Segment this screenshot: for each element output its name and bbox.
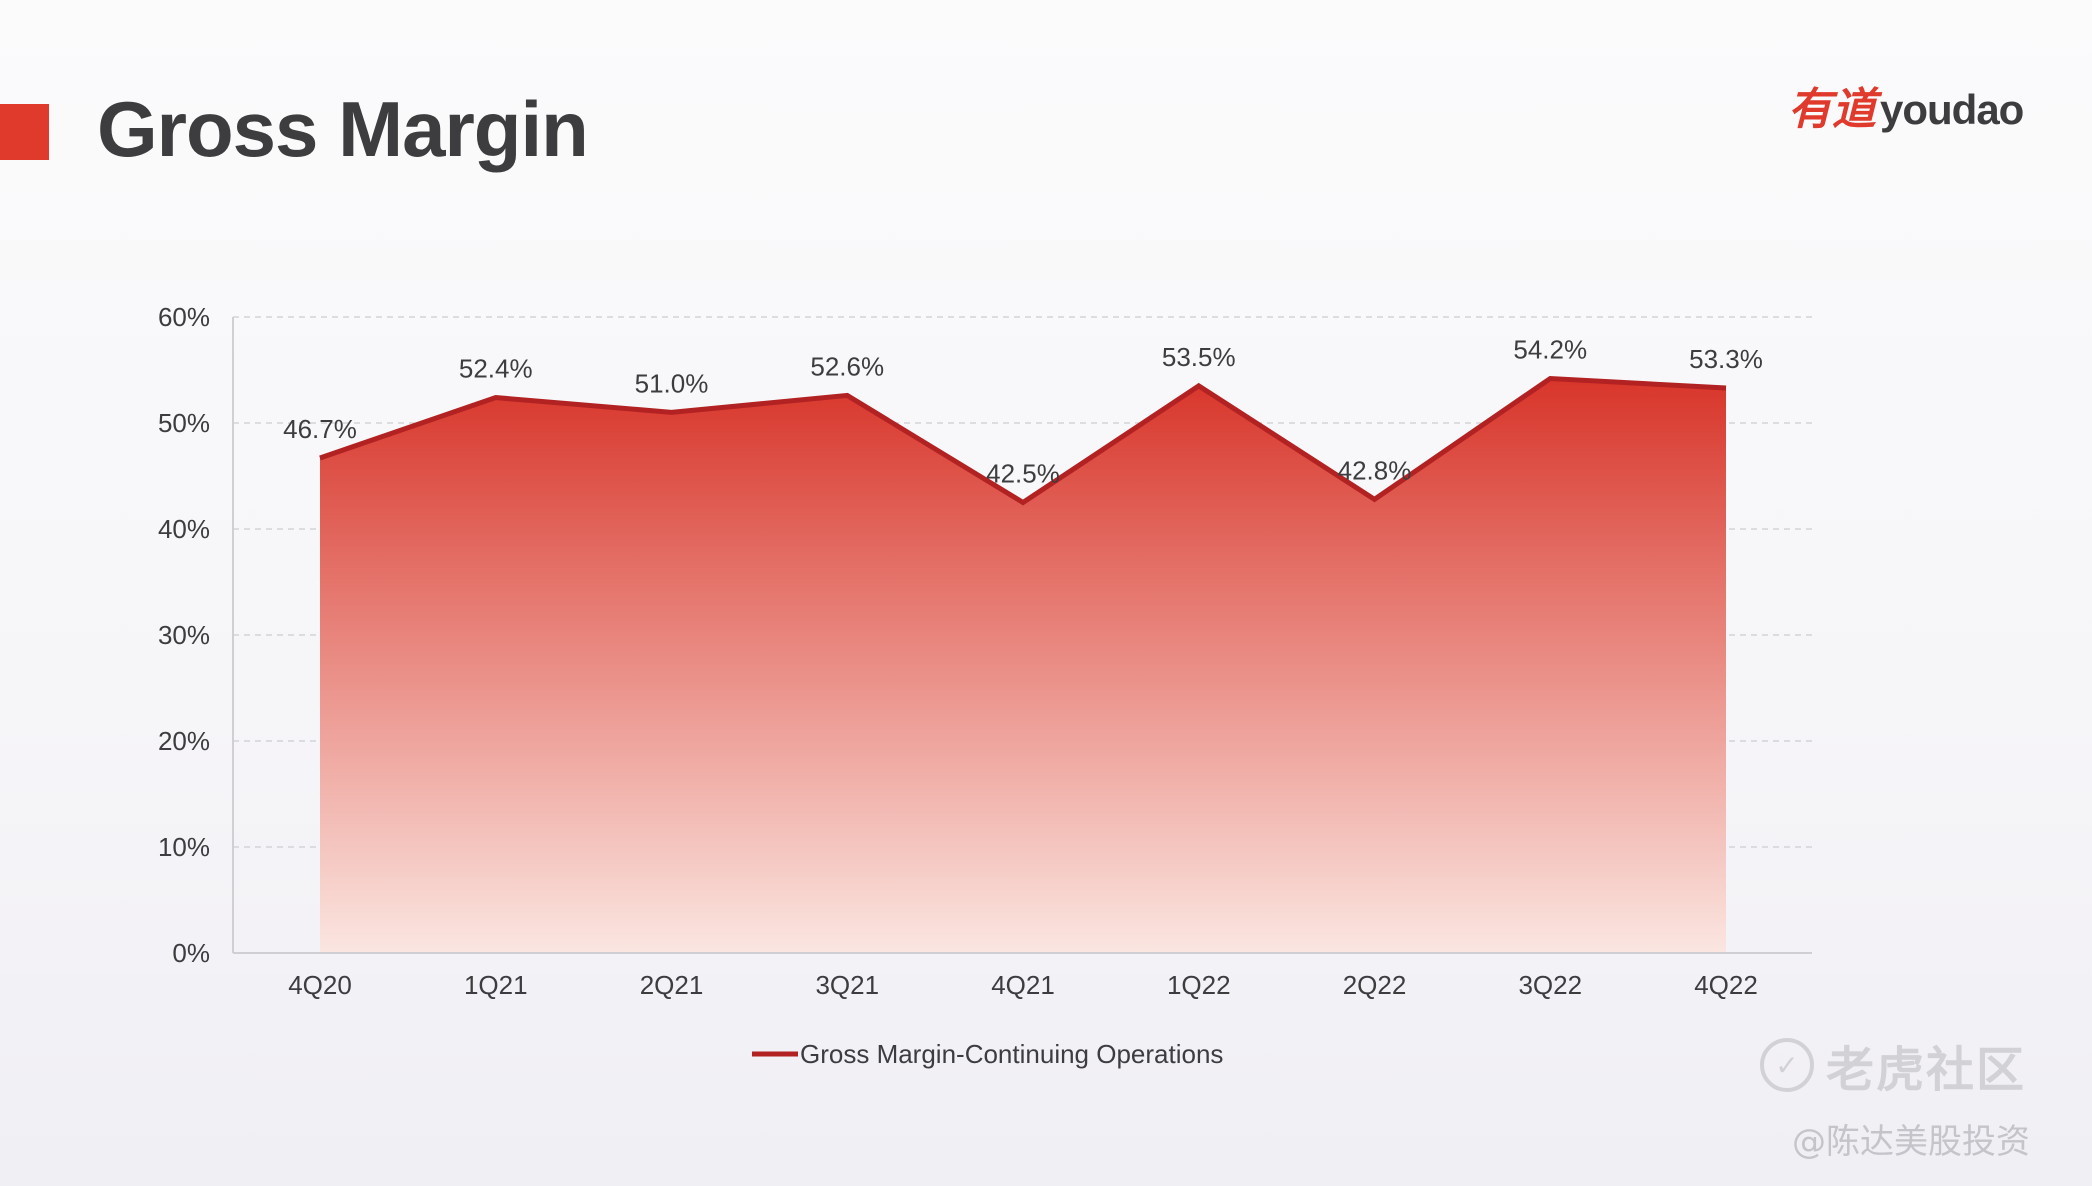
area-fill-layer: [320, 378, 1726, 954]
watermark-main-text: 老虎社区: [1826, 1042, 2027, 1098]
y-tick-label: 50%: [158, 408, 210, 438]
axes: [232, 317, 1812, 954]
x-tick-label: 2Q21: [640, 970, 704, 1000]
data-label: 46.7%: [283, 414, 357, 444]
series-area: [320, 378, 1726, 954]
watermark-sub-text: @陈达美股投资: [1792, 1122, 2030, 1162]
youdao-logo: 有道 youdao: [1788, 80, 2024, 140]
page-title: Gross Margin: [97, 85, 589, 173]
legend: Gross Margin-Continuing Operations: [752, 1039, 1223, 1069]
data-label: 53.5%: [1162, 342, 1236, 372]
y-tick-label: 20%: [158, 726, 210, 756]
data-labels: 46.7% 52.4% 51.0% 52.6% 42.5% 53.5% 42.8% 54.2%…: [283, 334, 1763, 488]
data-label: 53.3%: [1689, 344, 1763, 374]
x-tick-label: 1Q22: [1167, 970, 1231, 1000]
series-line-layer: [319, 375, 1727, 506]
tiger-logo-icon: ✓: [1760, 1038, 1814, 1092]
data-label: 51.0%: [635, 368, 709, 398]
series-line: [319, 375, 1727, 506]
tick-labels: 0% 10% 20% 30% 40% 50% 60% 4Q20 1Q21 2Q21 3Q21 4Q21…: [158, 302, 1758, 1000]
data-label: 54.2%: [1513, 334, 1587, 364]
x-tick-label: 4Q20: [288, 970, 352, 1000]
data-label: 42.5%: [986, 459, 1060, 489]
title-accent-block: [0, 104, 49, 160]
x-tick-label: 1Q21: [464, 970, 528, 1000]
y-tick-label: 0%: [172, 938, 210, 968]
x-tick-label: 2Q22: [1343, 970, 1407, 1000]
y-tick-label: 30%: [158, 620, 210, 650]
data-label: 42.8%: [1338, 455, 1412, 485]
watermark: ✓ 老虎社区: [1760, 1030, 2026, 1100]
x-tick-label: 4Q21: [991, 970, 1055, 1000]
logo-en-text: youdao: [1880, 86, 2024, 133]
y-tick-label: 40%: [158, 514, 210, 544]
data-label: 52.6%: [810, 351, 884, 381]
y-tick-label: 60%: [158, 302, 210, 332]
logo-cn-text: 有道: [1788, 84, 1876, 135]
y-tick-label: 10%: [158, 832, 210, 862]
x-tick-label: 4Q22: [1694, 970, 1758, 1000]
data-label: 52.4%: [459, 354, 533, 384]
x-tick-label: 3Q21: [815, 970, 879, 1000]
legend-label: Gross Margin-Continuing Operations: [800, 1039, 1223, 1069]
x-tick-label: 3Q22: [1518, 970, 1582, 1000]
